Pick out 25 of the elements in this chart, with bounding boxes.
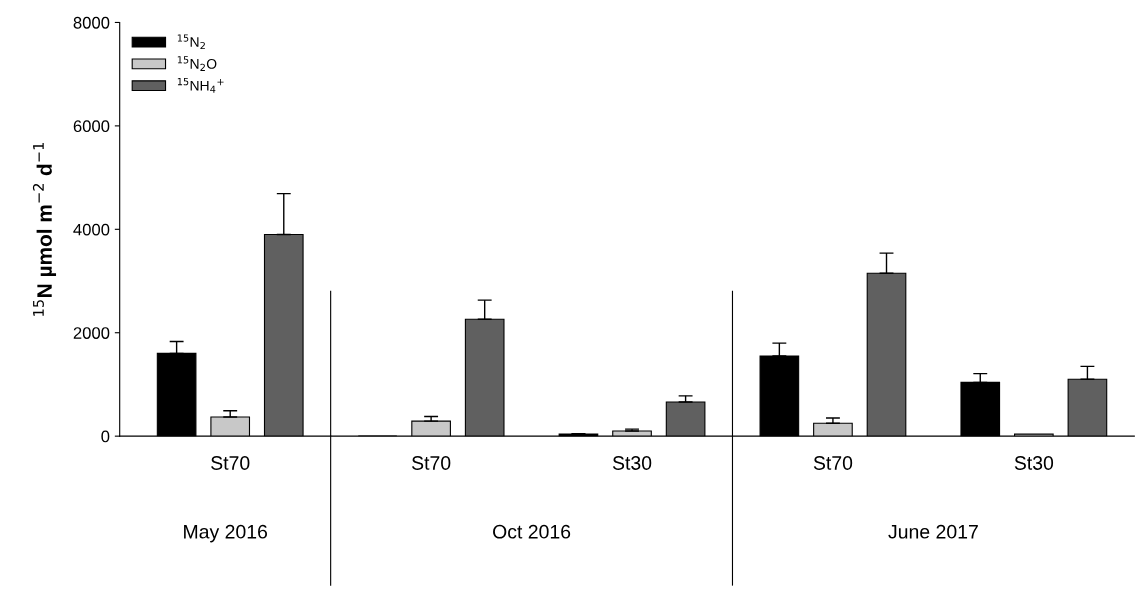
y-tick-label: 8000 [73, 16, 110, 29]
text: Oct 2016 [493, 524, 571, 539]
text: May 2016 [184, 524, 268, 543]
x-tick-label: St70 [813, 456, 853, 470]
legend-label: $^{15}$N$_{2}$O [177, 56, 217, 71]
x-tick-label: St30 [612, 456, 652, 470]
bar [813, 422, 853, 437]
y-tick-label: 4000 [73, 223, 110, 236]
y-axis-title: $^{15}$N µmol m$^{−2}$ d$^{−1}$ [32, 143, 57, 316]
bar [1014, 433, 1054, 437]
bar [612, 430, 652, 437]
text: June 2017 [888, 524, 978, 539]
x-tick-label: St70 [211, 456, 250, 470]
legend-label: $^{15}$N$_{2}$ [177, 34, 205, 50]
bar [558, 433, 599, 437]
x-tick-label: St30 [1014, 456, 1054, 470]
x-tick-label: St70 [412, 456, 451, 470]
bar [759, 355, 800, 437]
bar [411, 420, 451, 437]
y-tick-label: 2000 [73, 327, 110, 339]
bar [210, 416, 251, 437]
legend-label: $^{15}$NH$_{4}$$^{+}$ [177, 78, 224, 93]
y-tick-label: 6000 [73, 120, 110, 133]
y-tick-label: 0 [101, 430, 110, 443]
bar [665, 401, 706, 437]
